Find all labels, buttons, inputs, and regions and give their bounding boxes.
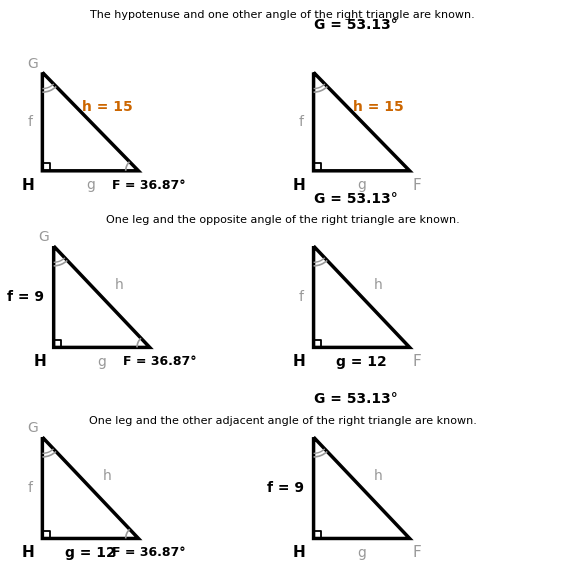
Text: F = 36.87°: F = 36.87° <box>123 356 197 368</box>
Text: g = 12: g = 12 <box>65 546 116 560</box>
Text: H: H <box>293 545 306 560</box>
Text: H: H <box>22 178 34 193</box>
Text: G = 53.13°: G = 53.13° <box>314 18 397 32</box>
Text: h: h <box>374 278 383 292</box>
Text: f: f <box>299 290 303 304</box>
Text: G: G <box>27 57 38 71</box>
Text: h: h <box>114 278 123 292</box>
Text: H: H <box>22 545 34 560</box>
Text: g: g <box>357 178 366 192</box>
Text: g: g <box>357 546 366 560</box>
Text: F = 36.87°: F = 36.87° <box>112 547 185 559</box>
Text: The hypotenuse and one other angle of the right triangle are known.: The hypotenuse and one other angle of th… <box>90 10 475 20</box>
Text: H: H <box>33 354 46 369</box>
Text: f: f <box>28 481 32 495</box>
Text: G = 53.13°: G = 53.13° <box>314 192 397 206</box>
Text: h: h <box>103 469 112 483</box>
Text: H: H <box>293 354 306 369</box>
Text: f = 9: f = 9 <box>267 481 304 495</box>
Text: F: F <box>412 354 421 369</box>
Text: g: g <box>86 178 95 192</box>
Text: F = 36.87°: F = 36.87° <box>112 179 185 192</box>
Text: G: G <box>27 422 38 435</box>
Text: H: H <box>293 178 306 193</box>
Text: f: f <box>299 115 303 129</box>
Text: h: h <box>374 469 383 483</box>
Text: h = 15: h = 15 <box>353 100 404 114</box>
Text: g = 12: g = 12 <box>336 355 387 369</box>
Text: F: F <box>412 178 421 193</box>
Text: f = 9: f = 9 <box>7 290 44 304</box>
Text: g: g <box>97 355 106 369</box>
Text: One leg and the opposite angle of the right triangle are known.: One leg and the opposite angle of the ri… <box>106 215 459 225</box>
Text: G: G <box>38 230 49 244</box>
Text: G = 53.13°: G = 53.13° <box>314 393 397 406</box>
Text: One leg and the other adjacent angle of the right triangle are known.: One leg and the other adjacent angle of … <box>89 416 476 426</box>
Text: F: F <box>412 545 421 560</box>
Text: f: f <box>28 115 32 129</box>
Text: h = 15: h = 15 <box>82 100 133 114</box>
